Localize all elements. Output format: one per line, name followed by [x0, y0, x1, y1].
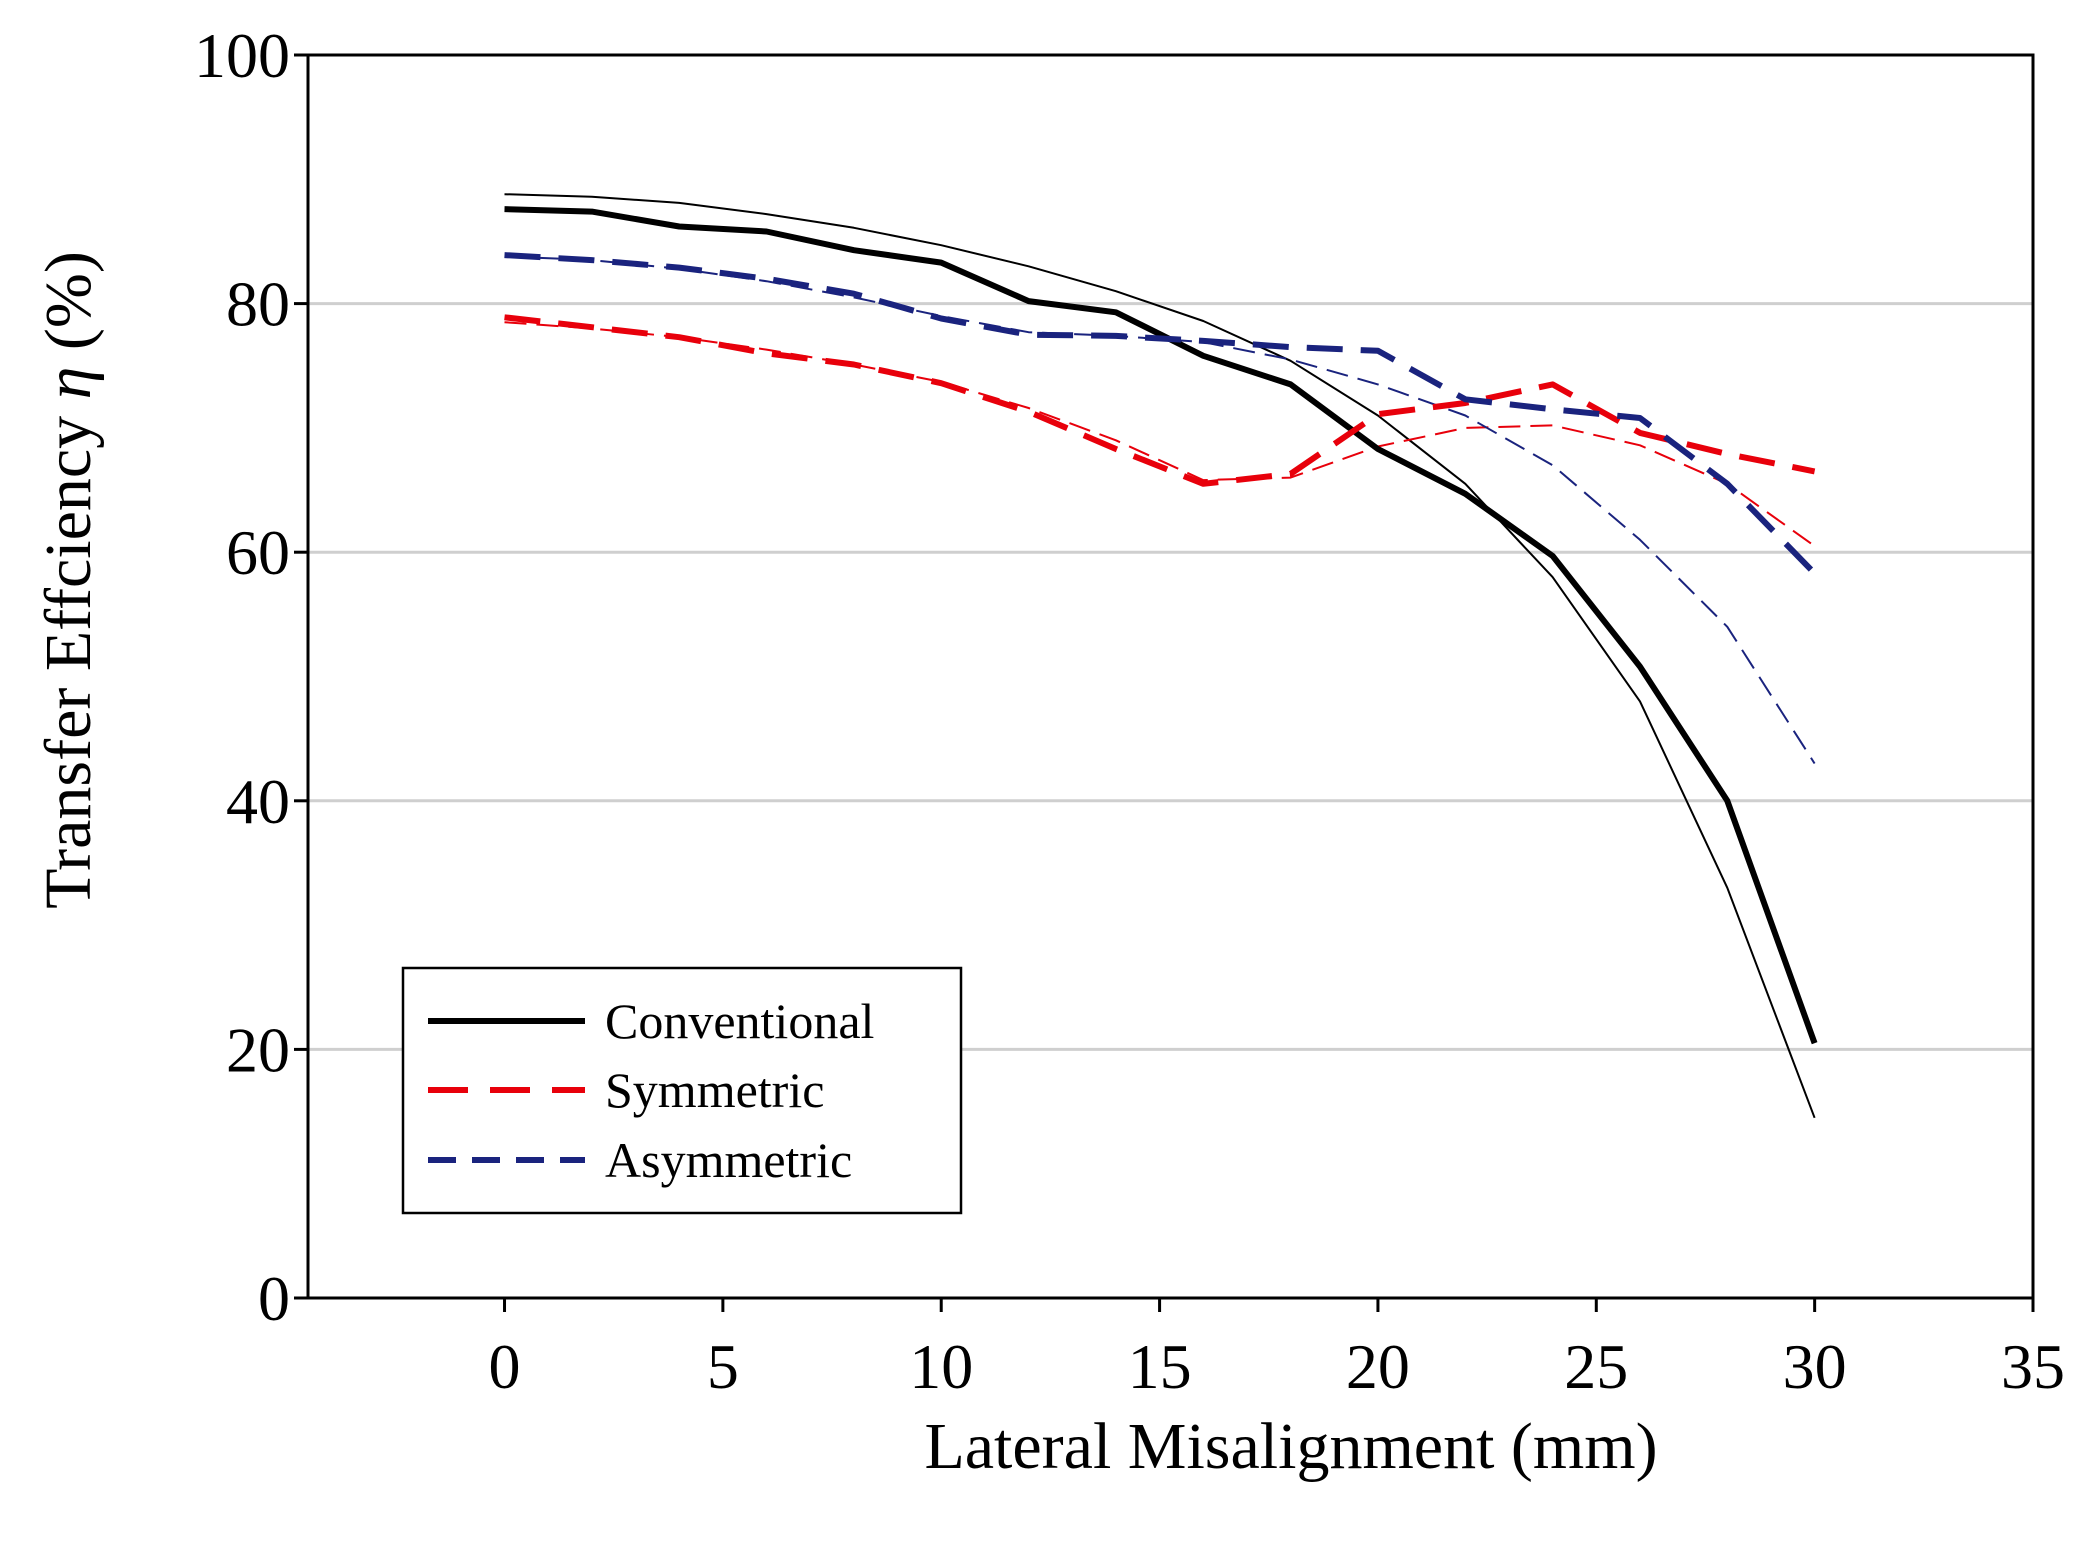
x-tick-label-20: 20 — [1346, 1331, 1410, 1402]
legend-label-symmetric: Symmetric — [605, 1062, 824, 1118]
series-line-asymmetric — [504, 252, 1817, 576]
legend: Conventional Symmetric Asymmetric — [401, 966, 963, 1215]
y-tick-label-40: 40 — [226, 766, 290, 837]
x-tick-label-0: 0 — [489, 1331, 521, 1402]
x-tick-label-10: 10 — [909, 1331, 973, 1402]
y-tick-label-20: 20 — [226, 1014, 290, 1085]
grid-lines — [308, 302, 2033, 1051]
legend-label-conventional: Conventional — [605, 993, 874, 1049]
y-axis-title: Transfer Effciency η (%) — [32, 251, 105, 909]
x-axis-title: Lateral Misalignment (mm) — [924, 1410, 1657, 1483]
y-tick-label-100: 100 — [194, 20, 290, 91]
series-line-conventional-thin — [504, 193, 1816, 1119]
y-axis-title-unit: (%) — [32, 251, 105, 350]
legend-label-asymmetric: Asymmetric — [605, 1132, 852, 1188]
x-tick-label-25: 25 — [1564, 1331, 1628, 1402]
y-axis-title-text: Transfer Effciency — [32, 416, 105, 909]
y-tick-label-80: 80 — [226, 269, 290, 340]
y-tick-label-60: 60 — [226, 517, 290, 588]
series-line-symmetric-thin — [504, 321, 1816, 547]
y-axis-title-symbol: η — [32, 367, 105, 400]
series-line-conventional — [504, 206, 1818, 1045]
data-series — [504, 193, 1818, 1119]
y-tick-label-0: 0 — [258, 1263, 290, 1334]
plot-frame — [306, 53, 2035, 1300]
x-tick-label-5: 5 — [707, 1331, 739, 1402]
axis-ticks: 0 20 40 60 80 100 0 5 10 15 20 25 30 35 — [194, 20, 2065, 1402]
x-tick-label-15: 15 — [1128, 1331, 1192, 1402]
x-tick-label-35: 35 — [2001, 1331, 2065, 1402]
x-tick-label-30: 30 — [1783, 1331, 1847, 1402]
series-line-symmetric — [504, 314, 1816, 487]
